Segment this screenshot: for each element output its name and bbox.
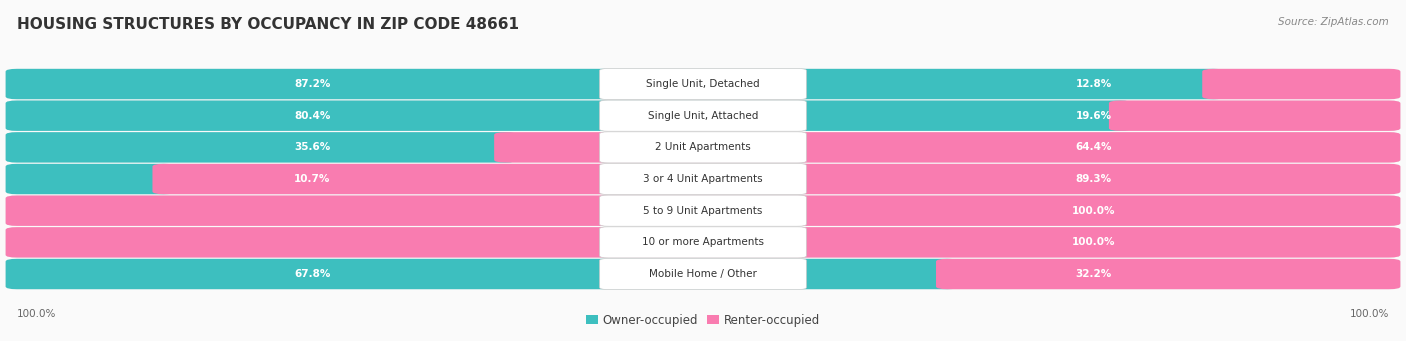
Text: 89.3%: 89.3% <box>1076 174 1112 184</box>
FancyBboxPatch shape <box>6 101 1132 131</box>
FancyBboxPatch shape <box>1109 101 1400 131</box>
FancyBboxPatch shape <box>6 195 1400 226</box>
FancyBboxPatch shape <box>599 163 807 195</box>
Text: Mobile Home / Other: Mobile Home / Other <box>650 269 756 279</box>
Text: Single Unit, Detached: Single Unit, Detached <box>647 79 759 89</box>
FancyBboxPatch shape <box>936 259 1400 289</box>
FancyBboxPatch shape <box>494 132 1400 163</box>
Text: 10.7%: 10.7% <box>294 174 330 184</box>
FancyBboxPatch shape <box>599 100 807 131</box>
FancyBboxPatch shape <box>6 195 1400 226</box>
FancyBboxPatch shape <box>6 164 1400 194</box>
FancyBboxPatch shape <box>6 259 959 289</box>
FancyBboxPatch shape <box>6 259 1400 289</box>
FancyBboxPatch shape <box>6 227 1400 257</box>
Legend: Owner-occupied, Renter-occupied: Owner-occupied, Renter-occupied <box>581 309 825 332</box>
FancyBboxPatch shape <box>599 258 807 290</box>
FancyBboxPatch shape <box>1202 69 1400 99</box>
Text: 80.4%: 80.4% <box>294 111 330 121</box>
FancyBboxPatch shape <box>599 227 807 258</box>
Text: 32.2%: 32.2% <box>1076 269 1112 279</box>
Text: 3 or 4 Unit Apartments: 3 or 4 Unit Apartments <box>643 174 763 184</box>
FancyBboxPatch shape <box>6 132 1400 163</box>
FancyBboxPatch shape <box>6 164 174 194</box>
FancyBboxPatch shape <box>599 195 807 226</box>
Text: 10 or more Apartments: 10 or more Apartments <box>643 237 763 247</box>
Text: 12.8%: 12.8% <box>1076 79 1112 89</box>
Text: Single Unit, Attached: Single Unit, Attached <box>648 111 758 121</box>
FancyBboxPatch shape <box>6 101 1400 131</box>
Text: 19.6%: 19.6% <box>1076 111 1112 121</box>
FancyBboxPatch shape <box>6 227 1400 257</box>
Text: 100.0%: 100.0% <box>1350 309 1389 319</box>
Text: 100.0%: 100.0% <box>1071 206 1115 216</box>
Text: 100.0%: 100.0% <box>1071 237 1115 247</box>
FancyBboxPatch shape <box>6 69 1225 99</box>
Text: 5 to 9 Unit Apartments: 5 to 9 Unit Apartments <box>644 206 762 216</box>
Text: 67.8%: 67.8% <box>294 269 330 279</box>
FancyBboxPatch shape <box>599 132 807 163</box>
FancyBboxPatch shape <box>599 69 807 100</box>
Text: 100.0%: 100.0% <box>17 309 56 319</box>
Text: 64.4%: 64.4% <box>1076 142 1112 152</box>
FancyBboxPatch shape <box>6 132 516 163</box>
FancyBboxPatch shape <box>152 164 1400 194</box>
Text: 2 Unit Apartments: 2 Unit Apartments <box>655 142 751 152</box>
Text: 35.6%: 35.6% <box>294 142 330 152</box>
Text: 87.2%: 87.2% <box>294 79 330 89</box>
Text: Source: ZipAtlas.com: Source: ZipAtlas.com <box>1278 17 1389 27</box>
Text: HOUSING STRUCTURES BY OCCUPANCY IN ZIP CODE 48661: HOUSING STRUCTURES BY OCCUPANCY IN ZIP C… <box>17 17 519 32</box>
FancyBboxPatch shape <box>6 69 1400 99</box>
